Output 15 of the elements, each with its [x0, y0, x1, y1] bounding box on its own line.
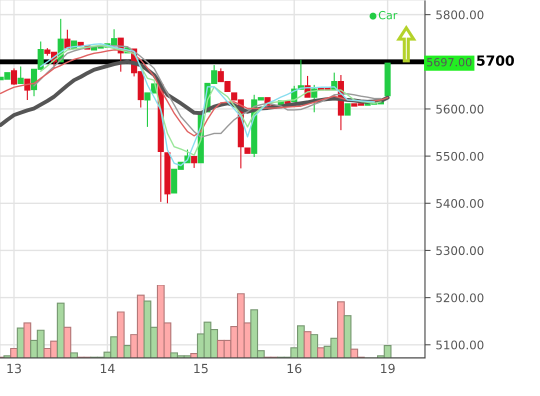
y-tick-label: 5600.00	[436, 104, 484, 114]
x-tick-label: 19	[381, 364, 395, 374]
y-tick-label: 5800.00	[436, 10, 484, 20]
text: 5697.00	[427, 58, 472, 66]
x-tick-label: 14	[100, 364, 115, 374]
x-tick-label: 16	[288, 364, 302, 374]
ref-line-label: 5700	[477, 55, 514, 66]
y-tick-label: 5100.00	[436, 340, 484, 350]
y-tick-label: 5200.00	[436, 293, 484, 302]
y-tick-label: 5400.00	[436, 199, 484, 208]
x-tick-label: 13	[7, 364, 21, 374]
y-tick-label: 5500.00	[436, 152, 484, 161]
legend-label: Car	[378, 10, 398, 20]
x-tick-label: 15	[194, 364, 208, 374]
y-tick-label: 5300.00	[436, 246, 484, 256]
